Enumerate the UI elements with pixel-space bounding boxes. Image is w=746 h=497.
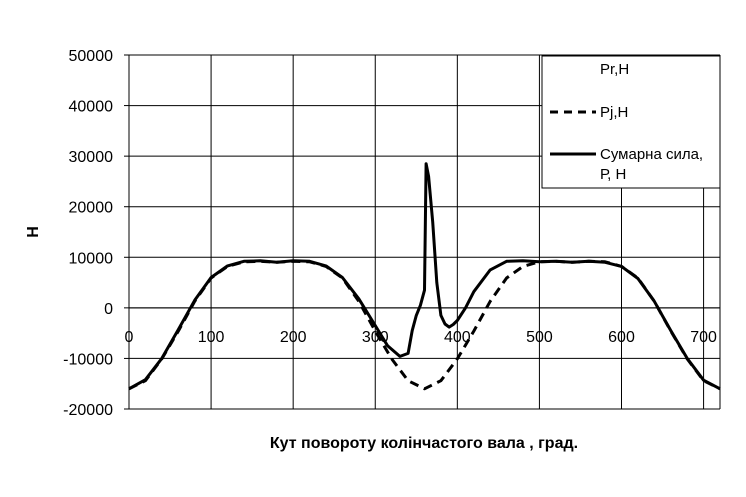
legend-label-pj: Pj,H: [600, 104, 628, 121]
y-tick-label: 50000: [69, 48, 114, 65]
x-axis-title: Кут повороту колінчастого вала , град.: [270, 435, 578, 452]
y-tick-label: 40000: [69, 99, 114, 116]
x-tick-labels: 0 100 200 300 400 500 600 700: [125, 329, 717, 346]
x-tick-label: 700: [690, 329, 717, 346]
x-tick-label: 200: [280, 329, 307, 346]
x-tick-label: 300: [362, 329, 389, 346]
legend-label-line: Сумарна сила,: [600, 146, 703, 163]
x-tick-label: 100: [198, 329, 225, 346]
y-tick-label: 10000: [69, 250, 114, 267]
x-tick-label: 400: [444, 329, 471, 346]
legend-label-sum: Сумарна сила, Р, Н: [600, 146, 703, 183]
x-tick-label: 600: [608, 329, 635, 346]
y-tick-label: 30000: [69, 149, 114, 166]
x-tick-label: 0: [125, 329, 134, 346]
x-tick-label: 500: [526, 329, 553, 346]
y-axis-title: Н: [25, 226, 42, 238]
y-tick-label: 0: [104, 301, 113, 318]
legend-label-line: Р, Н: [600, 166, 626, 183]
y-tick-label: 20000: [69, 200, 114, 217]
legend-box: [541, 55, 721, 189]
series: [128, 162, 721, 391]
legend-label-pr: Pr,H: [600, 61, 629, 78]
y-tick-label: -20000: [63, 402, 113, 419]
series-total-force: [128, 162, 721, 391]
y-tick-label: -10000: [63, 351, 113, 368]
legend: Pr,H Pj,H Сумарна сила, Р, Н: [541, 55, 721, 189]
y-tick-labels: -20000 -10000 0 10000 20000 30000 40000 50000: [63, 48, 113, 419]
